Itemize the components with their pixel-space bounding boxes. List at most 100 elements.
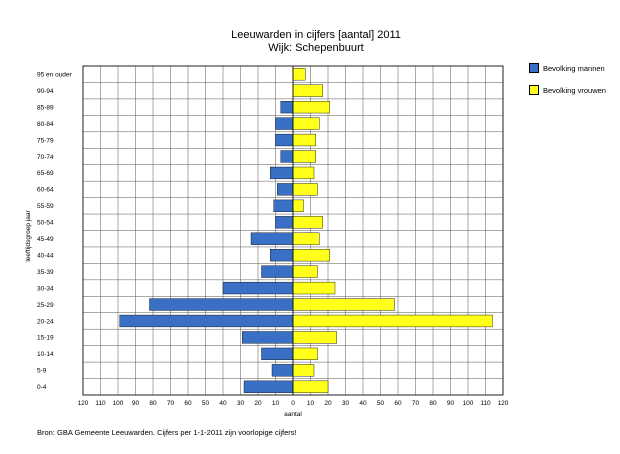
- bar-vrouwen: [292, 232, 320, 245]
- bar-vrouwen: [292, 314, 493, 328]
- x-tick-label: 110: [95, 400, 106, 407]
- y-tick-label: 15-19: [37, 335, 54, 342]
- source-note: Bron: GBA Gemeente Leeuwarden. Cijfers p…: [37, 428, 297, 437]
- x-tick-label: 0: [291, 400, 295, 407]
- x-tick-label: 10: [307, 400, 315, 407]
- x-tick-labels: 120 110 100 90 80 70 60 50 40 30 20 10 0 10 20 30 40 50 60…: [78, 400, 509, 407]
- legend-swatch-vrouwen: [529, 85, 539, 95]
- y-tick-label: 50-54: [37, 220, 54, 227]
- bar-mannen: [280, 101, 294, 114]
- bar-mannen: [275, 117, 294, 130]
- bar-vrouwen: [292, 364, 315, 377]
- y-tick-label: 0-4: [37, 384, 47, 391]
- bar-mannen: [277, 183, 294, 196]
- y-tick-label: 35-39: [37, 269, 54, 276]
- bar-vrouwen: [292, 298, 395, 311]
- x-tick-label: 50: [202, 400, 210, 407]
- x-tick-label: 40: [219, 400, 227, 407]
- bar-mannen: [250, 232, 294, 245]
- bar-vrouwen: [292, 117, 320, 130]
- x-tick-label: 70: [167, 400, 175, 407]
- bar-mannen: [261, 347, 294, 360]
- legend-label-mannen: Bevolking mannen: [543, 63, 605, 73]
- bar-vrouwen: [292, 281, 336, 295]
- bar-vrouwen: [292, 331, 337, 344]
- bar-mannen: [222, 281, 294, 295]
- x-tick-label: 10: [272, 400, 280, 407]
- bar-mannen: [273, 199, 294, 212]
- bar-mannen: [149, 298, 294, 311]
- bar-vrouwen: [292, 199, 304, 212]
- bar-vrouwen: [292, 101, 330, 114]
- y-tick-label: 30-34: [37, 285, 54, 292]
- bar-vrouwen: [292, 133, 316, 147]
- bar-vrouwen: [292, 380, 329, 393]
- bar-vrouwen: [292, 265, 318, 278]
- legend-swatch-mannen: [529, 63, 539, 73]
- legend: Bevolking mannen Bevolking vrouwen: [529, 62, 606, 106]
- x-tick-label: 80: [429, 400, 437, 407]
- bar-mannen: [261, 265, 294, 278]
- bar-mannen: [275, 133, 294, 147]
- x-tick-label: 90: [447, 400, 455, 407]
- bar-vrouwen: [292, 216, 323, 229]
- x-tick-label: 20: [254, 400, 262, 407]
- y-tick-label: 55-59: [37, 203, 54, 210]
- x-tick-label: 30: [342, 400, 350, 407]
- chart-subtitle: Wijk: Schepenbuurt: [268, 42, 363, 54]
- y-tick-label: 95 en ouder: [37, 72, 73, 79]
- y-tick-labels: 95 en ouder 90-94 85-89 80-84 75-79 70-74 65-6…: [37, 72, 73, 392]
- x-tick-label: 50: [377, 400, 385, 407]
- bar-mannen: [119, 314, 294, 328]
- bar-vrouwen: [292, 166, 315, 180]
- x-tick-label: 100: [113, 400, 124, 407]
- bar-vrouwen: [292, 347, 318, 360]
- y-tick-label: 85-89: [37, 104, 54, 111]
- y-tick-label: 65-69: [37, 170, 54, 177]
- x-tick-label: 120: [498, 400, 509, 407]
- x-tick-label: 60: [184, 400, 192, 407]
- y-axis-label: leeftijdsgroep jaar: [25, 210, 32, 262]
- bar-mannen: [270, 166, 294, 180]
- bar-vrouwen: [292, 68, 306, 81]
- y-tick-label: 70-74: [37, 154, 54, 161]
- y-tick-label: 60-64: [37, 187, 54, 194]
- bar-mannen: [275, 216, 294, 229]
- bar-vrouwen: [292, 150, 316, 163]
- y-tick-label: 80-84: [37, 121, 54, 128]
- x-tick-label: 80: [149, 400, 157, 407]
- x-tick-label: 40: [359, 400, 367, 407]
- legend-item-mannen: Bevolking mannen: [529, 62, 606, 74]
- y-tick-label: 25-29: [37, 302, 54, 309]
- y-tick-label: 10-14: [37, 351, 54, 358]
- bar-vrouwen: [292, 249, 330, 262]
- plot-frame: [82, 65, 504, 396]
- bar-mannen: [242, 331, 294, 344]
- chart-title: Leeuwarden in cijfers [aantal] 2011: [231, 29, 401, 41]
- y-tick-label: 45-49: [37, 236, 54, 243]
- x-tick-label: 90: [132, 400, 140, 407]
- y-tick-label: 20-24: [37, 318, 54, 325]
- y-tick-label: 90-94: [37, 88, 54, 95]
- y-tick-label: 75-79: [37, 137, 54, 144]
- bar-mannen: [243, 380, 294, 393]
- x-tick-label: 120: [78, 400, 89, 407]
- x-tick-label: 70: [412, 400, 420, 407]
- x-tick-label: 60: [394, 400, 402, 407]
- x-tick-label: 110: [480, 400, 491, 407]
- bars: [119, 66, 493, 395]
- legend-item-vrouwen: Bevolking vrouwen: [529, 84, 606, 96]
- bar-vrouwen: [292, 183, 318, 196]
- y-tick-label: 40-44: [37, 252, 54, 259]
- bar-mannen: [270, 249, 294, 262]
- x-axis-label: aantal: [284, 411, 302, 418]
- bar-mannen: [271, 364, 294, 377]
- legend-label-vrouwen: Bevolking vrouwen: [543, 85, 606, 95]
- bar-mannen: [280, 150, 294, 163]
- bar-vrouwen: [292, 84, 323, 97]
- x-tick-label: 30: [237, 400, 245, 407]
- x-tick-label: 20: [324, 400, 332, 407]
- y-tick-label: 5-9: [37, 368, 47, 375]
- x-tick-label: 100: [463, 400, 474, 407]
